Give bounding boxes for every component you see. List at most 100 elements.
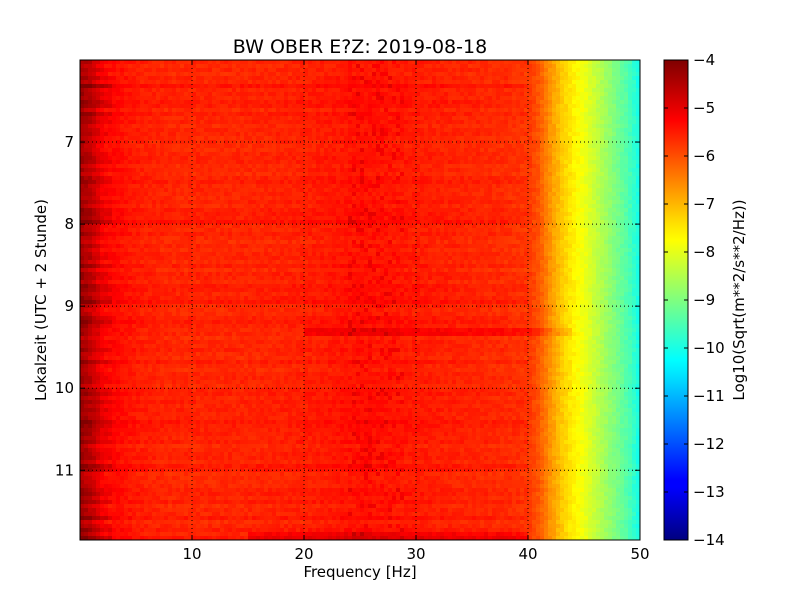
heatmap-cell [252, 164, 257, 169]
heatmap-cell [412, 92, 417, 97]
heatmap-cell [608, 192, 613, 197]
heatmap-cell [500, 92, 505, 97]
heatmap-cell [320, 172, 325, 177]
heatmap-cell [216, 80, 221, 85]
heatmap-cell [372, 108, 377, 113]
heatmap-cell [172, 108, 177, 113]
heatmap-cell [304, 128, 309, 133]
heatmap-cell [320, 180, 325, 185]
heatmap-cell [624, 132, 629, 137]
heatmap-cell [152, 168, 157, 173]
heatmap-cell [108, 200, 113, 205]
heatmap-cell [120, 100, 125, 105]
heatmap-cell [352, 176, 357, 181]
heatmap-cell [580, 124, 585, 129]
heatmap-cell [412, 120, 417, 125]
heatmap-cell [88, 104, 93, 109]
heatmap-cell [620, 176, 625, 181]
heatmap-cell [176, 96, 181, 101]
heatmap-cell [372, 172, 377, 177]
heatmap-cell [152, 68, 157, 73]
heatmap-cell [232, 84, 237, 89]
heatmap-cell [560, 184, 565, 189]
heatmap-cell [340, 128, 345, 133]
heatmap-cell [348, 92, 353, 97]
heatmap-cell [140, 152, 145, 157]
heatmap-cell [204, 136, 209, 141]
heatmap-cell [536, 64, 541, 69]
heatmap-cell [280, 104, 285, 109]
heatmap-cell [624, 124, 629, 129]
heatmap-cell [160, 72, 165, 77]
heatmap-cell [432, 96, 437, 101]
heatmap-cell [468, 60, 473, 65]
heatmap-cell [244, 152, 249, 157]
heatmap-cell [284, 156, 289, 161]
heatmap-cell [624, 68, 629, 73]
heatmap-cell [148, 132, 153, 137]
heatmap-cell [124, 116, 129, 121]
heatmap-cell [376, 120, 381, 125]
heatmap-cell [524, 132, 529, 137]
heatmap-cell [104, 172, 109, 177]
heatmap-cell [120, 104, 125, 109]
heatmap-cell [564, 164, 569, 169]
heatmap-cell [348, 84, 353, 89]
heatmap-cell [464, 132, 469, 137]
heatmap-cell [148, 192, 153, 197]
heatmap-cell [616, 88, 621, 93]
heatmap-cell [628, 196, 633, 201]
heatmap-cell [188, 188, 193, 193]
heatmap-cell [140, 120, 145, 125]
heatmap-cell [612, 172, 617, 177]
heatmap-cell [260, 156, 265, 161]
heatmap-cell [624, 140, 629, 145]
heatmap-cell [80, 112, 85, 117]
heatmap-cell [176, 100, 181, 105]
heatmap-cell [604, 116, 609, 121]
heatmap-cell [600, 144, 605, 149]
heatmap-cell [448, 140, 453, 145]
heatmap-cell [516, 68, 521, 73]
heatmap-cell [300, 128, 305, 133]
heatmap-cell [512, 76, 517, 81]
heatmap-cell [328, 148, 333, 153]
heatmap-cell [616, 152, 621, 157]
heatmap-cell [444, 140, 449, 145]
heatmap-cell [316, 76, 321, 81]
heatmap-cell [252, 148, 257, 153]
heatmap-cell [472, 148, 477, 153]
heatmap-cell [388, 72, 393, 77]
heatmap-cell [324, 96, 329, 101]
heatmap-cell [144, 180, 149, 185]
heatmap-cell [236, 176, 241, 181]
heatmap-cell [536, 172, 541, 177]
heatmap-cell [484, 112, 489, 117]
heatmap-cell [204, 144, 209, 149]
heatmap-cell [140, 192, 145, 197]
heatmap-cell [588, 144, 593, 149]
heatmap-cell [276, 124, 281, 129]
heatmap-cell [568, 196, 573, 201]
heatmap-cell [104, 108, 109, 113]
heatmap-cell [324, 196, 329, 201]
heatmap-cell [432, 80, 437, 85]
heatmap-cell [580, 80, 585, 85]
heatmap-cell [436, 84, 441, 89]
heatmap-cell [544, 192, 549, 197]
heatmap-cell [492, 132, 497, 137]
heatmap-cell [336, 132, 341, 137]
heatmap-cell [504, 84, 509, 89]
heatmap-cell [224, 136, 229, 141]
heatmap-cell [320, 148, 325, 153]
heatmap-cell [252, 152, 257, 157]
heatmap-cell [128, 156, 133, 161]
heatmap-cell [348, 152, 353, 157]
heatmap-cell [272, 80, 277, 85]
heatmap-cell [548, 188, 553, 193]
heatmap-cell [148, 108, 153, 113]
heatmap-cell [100, 96, 105, 101]
heatmap-cell [424, 180, 429, 185]
heatmap-cell [588, 128, 593, 133]
heatmap-cell [140, 140, 145, 145]
